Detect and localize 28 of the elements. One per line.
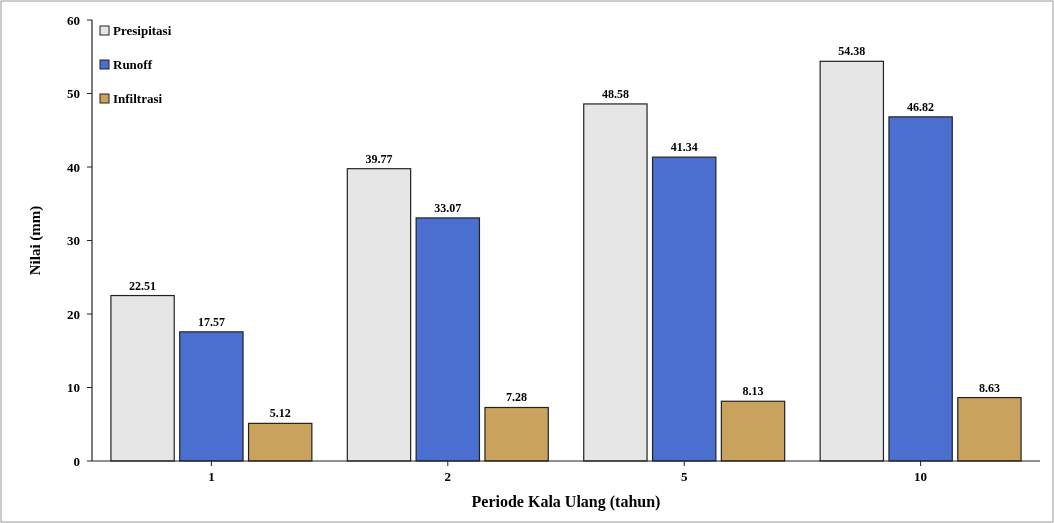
y-tick-label: 50: [67, 86, 80, 102]
data-label: 5.12: [269, 406, 291, 421]
y-tick-label: 30: [67, 233, 80, 249]
y-axis-title: Nilai (mm): [27, 205, 44, 276]
x-tick-label: 5: [680, 469, 688, 484]
x-tick-label: 2: [444, 469, 452, 484]
data-label: 8.13: [742, 384, 764, 399]
data-label: 46.82: [907, 99, 935, 114]
legend-label: Presipitasi: [113, 23, 172, 38]
data-label: 41.34: [670, 140, 698, 155]
data-label: 17.57: [197, 314, 225, 329]
y-tick-label: 0: [73, 453, 80, 469]
legend-label: Runoff: [113, 57, 153, 72]
y-tick-label: 20: [67, 306, 80, 322]
y-tick-label: 10: [67, 380, 80, 396]
data-label: 8.63: [978, 380, 1000, 395]
data-label: 39.77: [365, 151, 393, 166]
x-tick-label: 1: [208, 469, 215, 484]
x-axis-title: Periode Kala Ulang (tahun): [471, 493, 661, 511]
data-label: 33.07: [434, 200, 462, 215]
x-tick-label: 10: [914, 469, 928, 484]
legend-label: Infiltrasi: [113, 91, 163, 106]
data-label: 7.28: [506, 390, 528, 405]
data-label: 54.38: [838, 44, 866, 59]
y-tick-label: 40: [67, 159, 80, 175]
data-label: 48.58: [601, 86, 629, 101]
y-tick-label: 60: [67, 12, 80, 28]
data-label: 22.51: [129, 278, 157, 293]
